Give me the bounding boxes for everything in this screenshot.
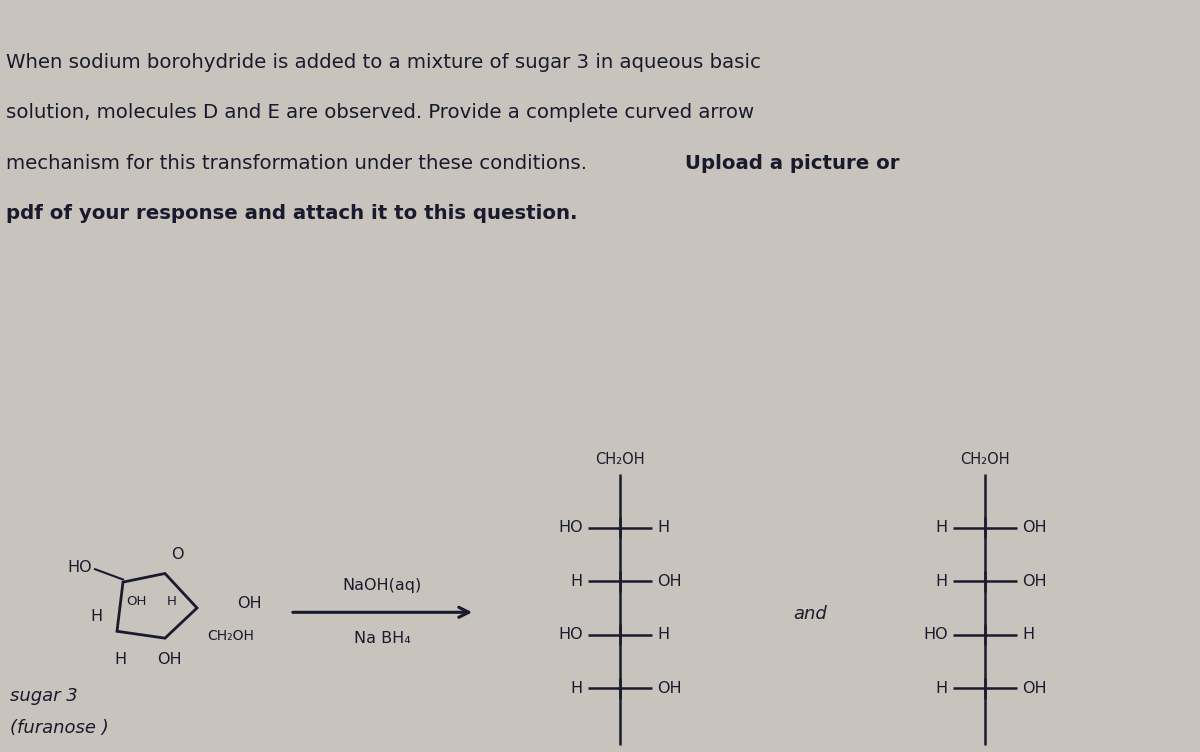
- Text: Na BH₄: Na BH₄: [354, 631, 410, 646]
- Text: H: H: [91, 609, 103, 624]
- Text: OH: OH: [238, 596, 262, 611]
- Text: H: H: [936, 520, 948, 535]
- Text: mechanism for this transformation under these conditions.: mechanism for this transformation under …: [6, 153, 593, 172]
- Text: O: O: [170, 547, 184, 562]
- Text: OH: OH: [658, 574, 682, 589]
- Text: and: and: [793, 605, 827, 623]
- Text: HO: HO: [558, 520, 583, 535]
- Text: HO: HO: [923, 627, 948, 642]
- Text: solution, molecules D and E are observed. Provide a complete curved arrow: solution, molecules D and E are observed…: [6, 104, 754, 123]
- Text: CH₂OH: CH₂OH: [595, 453, 644, 468]
- Text: CH₂OH: CH₂OH: [208, 629, 254, 644]
- Text: sugar 3: sugar 3: [10, 687, 78, 705]
- Text: H: H: [936, 681, 948, 696]
- Text: OH: OH: [1022, 520, 1046, 535]
- Text: H: H: [571, 574, 583, 589]
- Text: H: H: [1022, 627, 1034, 642]
- Text: H: H: [115, 652, 127, 667]
- Text: NaOH(aq): NaOH(aq): [343, 578, 422, 593]
- Text: CH₂OH: CH₂OH: [960, 453, 1010, 468]
- Text: OH: OH: [1022, 574, 1046, 589]
- Text: HO: HO: [67, 560, 92, 575]
- Text: H: H: [658, 520, 670, 535]
- Text: OH: OH: [1022, 681, 1046, 696]
- Text: (furanose ): (furanose ): [10, 719, 109, 737]
- Text: H: H: [658, 627, 670, 642]
- Text: Upload a picture or: Upload a picture or: [685, 153, 900, 172]
- Text: OH: OH: [157, 652, 181, 667]
- Text: pdf of your response and attach it to this question.: pdf of your response and attach it to th…: [6, 204, 577, 223]
- Text: H: H: [571, 681, 583, 696]
- Text: HO: HO: [558, 627, 583, 642]
- Text: When sodium borohydride is added to a mixture of sugar 3 in aqueous basic: When sodium borohydride is added to a mi…: [6, 53, 761, 72]
- Text: H: H: [167, 596, 176, 608]
- Text: H: H: [936, 574, 948, 589]
- Text: OH: OH: [658, 681, 682, 696]
- Text: OH: OH: [127, 596, 148, 608]
